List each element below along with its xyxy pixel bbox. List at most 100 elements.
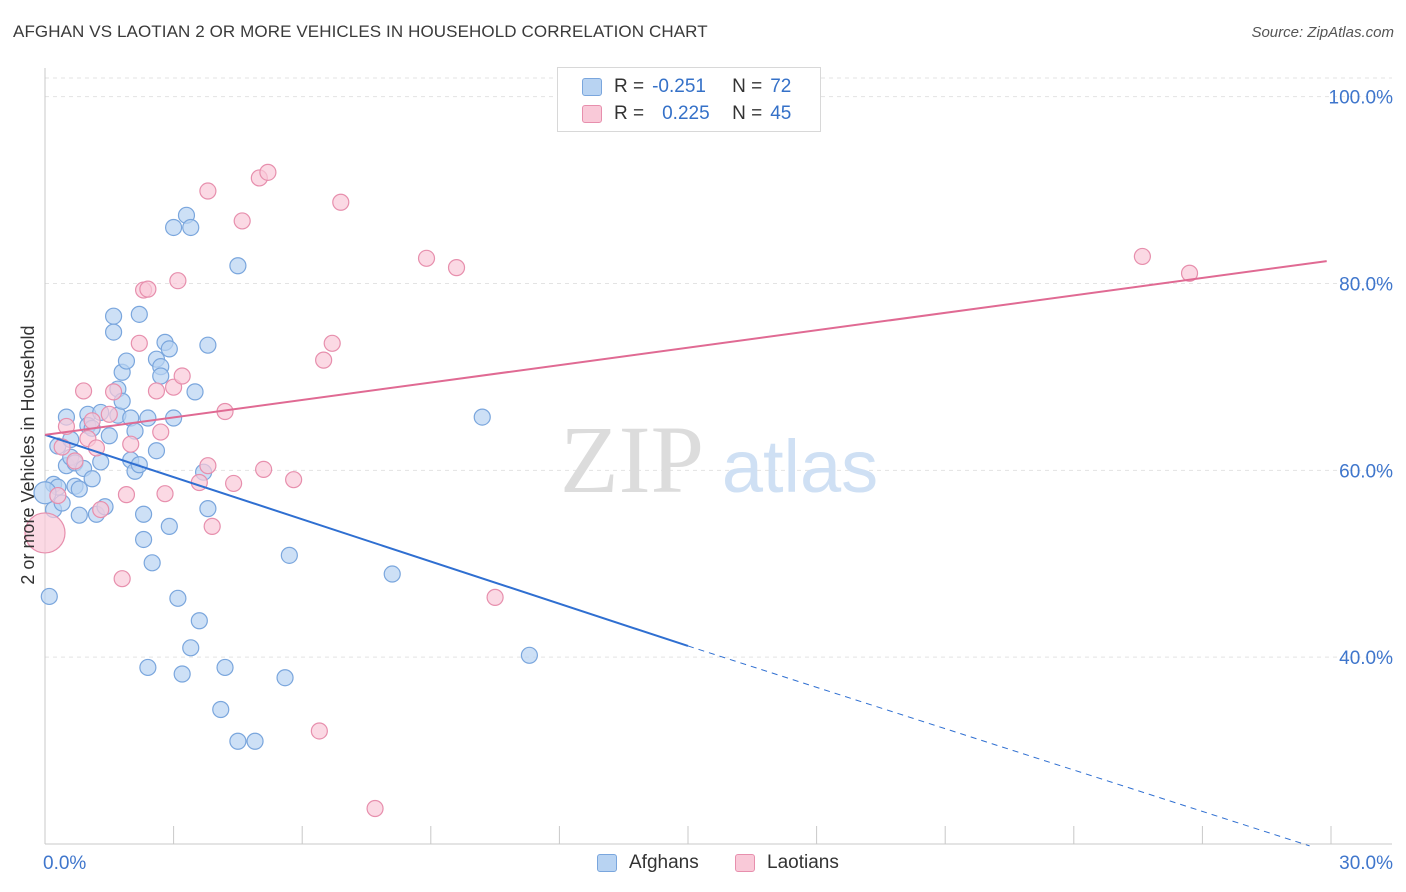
axes: [44, 68, 1392, 845]
laotians-trend-line: [44, 260, 1327, 436]
laotian-point: [147, 382, 166, 400]
afghan-point: [139, 409, 157, 427]
x-tick-label-max: 30.0%: [1339, 853, 1393, 874]
afghan-point: [100, 427, 118, 445]
laotian-point: [49, 486, 67, 505]
x-tick-label-min: 0.0%: [43, 853, 86, 874]
afghan-point: [40, 587, 58, 606]
afghans-n-value: 72: [770, 76, 792, 97]
laotian-point: [74, 382, 93, 400]
laotian-point: [87, 439, 106, 457]
afghan-point: [70, 506, 88, 524]
laotian-point: [417, 249, 436, 267]
r-label: R =: [614, 103, 645, 124]
laotian-point: [113, 570, 131, 588]
afghans-legend-swatch: [597, 854, 617, 872]
laotian-point: [225, 474, 243, 493]
afghan-point: [139, 658, 157, 677]
bottom-legend-afghans: Afghans: [597, 852, 699, 874]
laotian-point: [486, 588, 504, 606]
afghan-point: [152, 367, 170, 385]
laotian-point: [169, 272, 187, 290]
laotian-point: [233, 212, 251, 230]
afghan-point: [520, 646, 538, 664]
laotians-n-value: 45: [770, 103, 792, 124]
afghan-point: [229, 257, 247, 275]
laotian-point: [173, 367, 191, 385]
laotian-point: [1180, 264, 1199, 282]
laotian-point: [332, 193, 350, 211]
afghan-point: [212, 700, 230, 719]
afghan-point: [216, 658, 234, 677]
y-tick-label-80: 80.0%: [1339, 275, 1393, 296]
afghan-point: [117, 352, 136, 370]
laotian-point: [310, 722, 328, 740]
afghans-trend-extension: [687, 645, 1310, 847]
correlation-legend: R = -0.251 N = 72 R = 0.225 N = 45: [557, 67, 821, 132]
afghan-point: [173, 665, 191, 683]
afghan-point: [130, 456, 148, 474]
afghan-point: [165, 218, 183, 237]
afghan-point: [160, 517, 178, 535]
y-tick-label-40: 40.0%: [1339, 648, 1393, 669]
legend-row-afghans: R = -0.251 N = 72: [582, 74, 791, 100]
laotians-swatch: [582, 105, 602, 123]
watermark-zip: ZIP: [560, 406, 704, 513]
laotians-r-value: 0.225: [662, 103, 710, 124]
laotian-point: [323, 334, 341, 352]
afghan-point: [190, 612, 208, 630]
afghan-point: [169, 589, 187, 607]
chart-title: AFGHAN VS LAOTIAN 2 OR MORE VEHICLES IN …: [13, 22, 708, 41]
afghans-r-value: -0.251: [652, 76, 706, 97]
laotian-point: [130, 334, 148, 352]
laotian-point: [139, 280, 157, 298]
afghans-trend-line: [44, 433, 689, 647]
laotian-point: [100, 405, 118, 423]
afghan-point: [134, 530, 153, 549]
y-tick-labels: 40.0% 60.0% 80.0% 100.0%: [1329, 88, 1394, 669]
afghan-point: [473, 408, 491, 426]
laotian-point: [122, 435, 140, 453]
gridlines: [45, 77, 1392, 658]
legend-row-laotians: R = 0.225 N = 45: [582, 101, 791, 127]
laotian-point: [255, 460, 273, 479]
afghan-point: [70, 480, 88, 498]
laotian-point: [104, 383, 123, 401]
laotian-point: [66, 452, 84, 470]
watermark: ZIP atlas: [560, 406, 878, 513]
laotians-legend-label: Laotians: [767, 852, 839, 873]
source-label: Source: ZipAtlas.com: [1251, 24, 1394, 41]
afghans-swatch: [582, 78, 602, 96]
laotian-point: [83, 412, 101, 430]
laotian-point: [24, 512, 66, 554]
afghan-point: [143, 554, 161, 572]
laotian-point: [199, 457, 217, 475]
afghan-point: [199, 336, 217, 354]
laotian-point: [315, 351, 333, 369]
laotian-point: [92, 500, 110, 519]
afghan-point: [83, 470, 101, 488]
afghan-point: [280, 546, 298, 564]
laotian-point: [53, 438, 71, 456]
laotian-point: [1133, 247, 1151, 266]
afghan-point: [199, 500, 217, 518]
watermark-atlas: atlas: [722, 425, 878, 508]
laotian-point: [203, 517, 221, 535]
afghan-point: [229, 732, 247, 750]
afghan-point: [104, 307, 123, 325]
laotian-point: [199, 182, 217, 200]
y-tick-label-60: 60.0%: [1339, 461, 1393, 482]
n-label: N =: [732, 103, 763, 124]
n-label: N =: [732, 76, 763, 97]
laotian-point: [285, 471, 303, 489]
afghan-point: [160, 340, 178, 358]
y-tick-label-100: 100.0%: [1329, 88, 1394, 109]
laotian-point: [117, 486, 136, 504]
y-axis-label: 2 or more Vehicles in Household: [18, 325, 38, 584]
afghan-point: [130, 305, 148, 323]
laotian-point: [259, 163, 277, 181]
afghans-points: [33, 206, 538, 750]
laotian-point: [447, 259, 466, 277]
afghan-point: [104, 323, 123, 341]
